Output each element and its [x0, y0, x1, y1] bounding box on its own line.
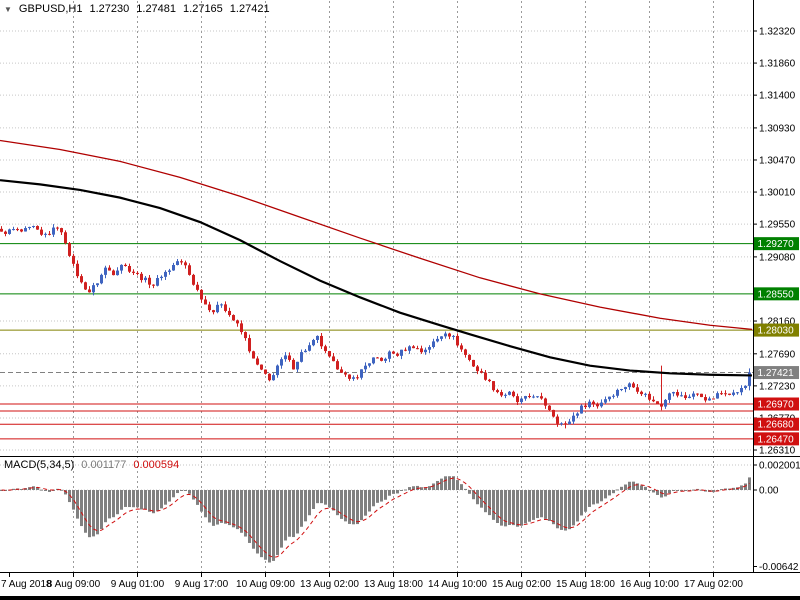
svg-text:1.29080: 1.29080: [759, 252, 796, 263]
fast-ma-black: [0, 179, 753, 377]
svg-text:1.30470: 1.30470: [759, 155, 796, 166]
svg-text:1.28550: 1.28550: [758, 289, 795, 300]
price-axis[interactable]: 1.32320 1.31860 1.31400 1.30930 1.30470 1.300…: [753, 27, 800, 574]
symbol-timeframe-label: GBPUSD,H1: [18, 3, 83, 15]
candles-layer[interactable]: [0, 224, 751, 429]
svg-text:1.26970: 1.26970: [758, 400, 795, 411]
symbol-dropdown-icon[interactable]: ▼: [4, 4, 12, 14]
svg-text:1.27230: 1.27230: [759, 381, 796, 392]
svg-text:17 Aug 02:00: 17 Aug 02:00: [684, 579, 743, 590]
svg-text:1.32320: 1.32320: [759, 27, 796, 38]
slow-ma-red: [0, 139, 753, 331]
ohlc-low-value: 1.27165: [183, 3, 223, 15]
svg-text:13 Aug 18:00: 13 Aug 18:00: [364, 579, 423, 590]
macd-main-value: 0.001177: [81, 459, 127, 471]
macd-signal-value: 0.000594: [133, 459, 180, 471]
macd-signal-line: [1, 477, 750, 558]
svg-text:1.26680: 1.26680: [758, 420, 795, 431]
svg-text:1.26310: 1.26310: [759, 446, 796, 457]
svg-text:1.28160: 1.28160: [759, 317, 796, 328]
svg-text:9 Aug 01:00: 9 Aug 01:00: [111, 579, 165, 590]
svg-text:10 Aug 09:00: 10 Aug 09:00: [236, 579, 295, 590]
svg-text:1.26470: 1.26470: [758, 434, 795, 445]
svg-text:14 Aug 10:00: 14 Aug 10:00: [428, 579, 487, 590]
svg-text:16 Aug 10:00: 16 Aug 10:00: [620, 579, 679, 590]
svg-text:1.31400: 1.31400: [759, 91, 796, 102]
ohlc-open-value: 1.27230: [89, 3, 130, 15]
svg-text:9 Aug 17:00: 9 Aug 17:00: [175, 579, 229, 590]
window-bottom-border: [0, 596, 800, 600]
svg-text:-0.00642: -0.00642: [759, 562, 799, 573]
svg-text:1.31860: 1.31860: [759, 59, 796, 70]
macd-name: MACD(5,34,5): [4, 459, 75, 471]
svg-text:1.30930: 1.30930: [759, 123, 796, 134]
svg-text:1.29270: 1.29270: [758, 239, 795, 250]
svg-text:8 Aug 09:00: 8 Aug 09:00: [47, 579, 101, 590]
ohlc-high-value: 1.27481: [136, 3, 177, 15]
svg-text:1.27421: 1.27421: [758, 368, 795, 379]
svg-text:1.28030: 1.28030: [758, 326, 795, 337]
grid-lines: [0, 1, 753, 572]
svg-text:0.00: 0.00: [759, 486, 779, 497]
chart-header: ▼ GBPUSD,H1 1.27230 1.27481 1.27165 1.27…: [4, 3, 270, 15]
svg-text:1.27690: 1.27690: [759, 349, 796, 360]
svg-text:1.30010: 1.30010: [759, 188, 796, 199]
svg-text:15 Aug 02:00: 15 Aug 02:00: [492, 579, 551, 590]
svg-text:13 Aug 02:00: 13 Aug 02:00: [300, 579, 359, 590]
moving-average-lines: [0, 139, 753, 377]
macd-histogram-pane: [0, 476, 751, 563]
svg-text:0.002001: 0.002001: [759, 460, 800, 471]
svg-text:15 Aug 18:00: 15 Aug 18:00: [556, 579, 615, 590]
ohlc-close-value: 1.27421: [229, 3, 270, 15]
svg-text:7 Aug 2018: 7 Aug 2018: [1, 579, 52, 590]
svg-text:1.29550: 1.29550: [759, 220, 796, 231]
macd-indicator-label: MACD(5,34,5) 0.001177 0.000594: [4, 459, 179, 471]
